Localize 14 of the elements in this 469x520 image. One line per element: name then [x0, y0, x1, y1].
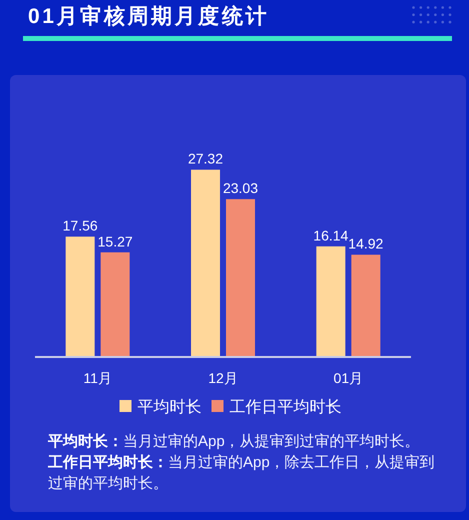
legend-label: 平均时长 [138, 399, 202, 416]
data-label: 16.14 [313, 227, 348, 244]
data-label: 23.03 [222, 180, 258, 196]
title: 01月审核周期月度统计 [28, 5, 269, 28]
data-label: 14.92 [348, 236, 384, 252]
annotation: 平均时长：当月过审的App，从提审到过审的平均时长。 [48, 432, 421, 452]
data-label: 15.27 [98, 233, 133, 250]
annotation: 工作日平均时长：当月过审的App，除去工作日，从提审到过审的平均时长。 [48, 453, 436, 494]
data-label: 17.56 [62, 218, 98, 234]
x-tick-label: 01月 [334, 370, 364, 386]
legend-label: 工作日平均时长 [230, 399, 342, 416]
data-label: 27.32 [188, 150, 224, 167]
x-tick-label: 11月 [83, 370, 112, 386]
x-tick-label: 12月 [208, 370, 238, 386]
